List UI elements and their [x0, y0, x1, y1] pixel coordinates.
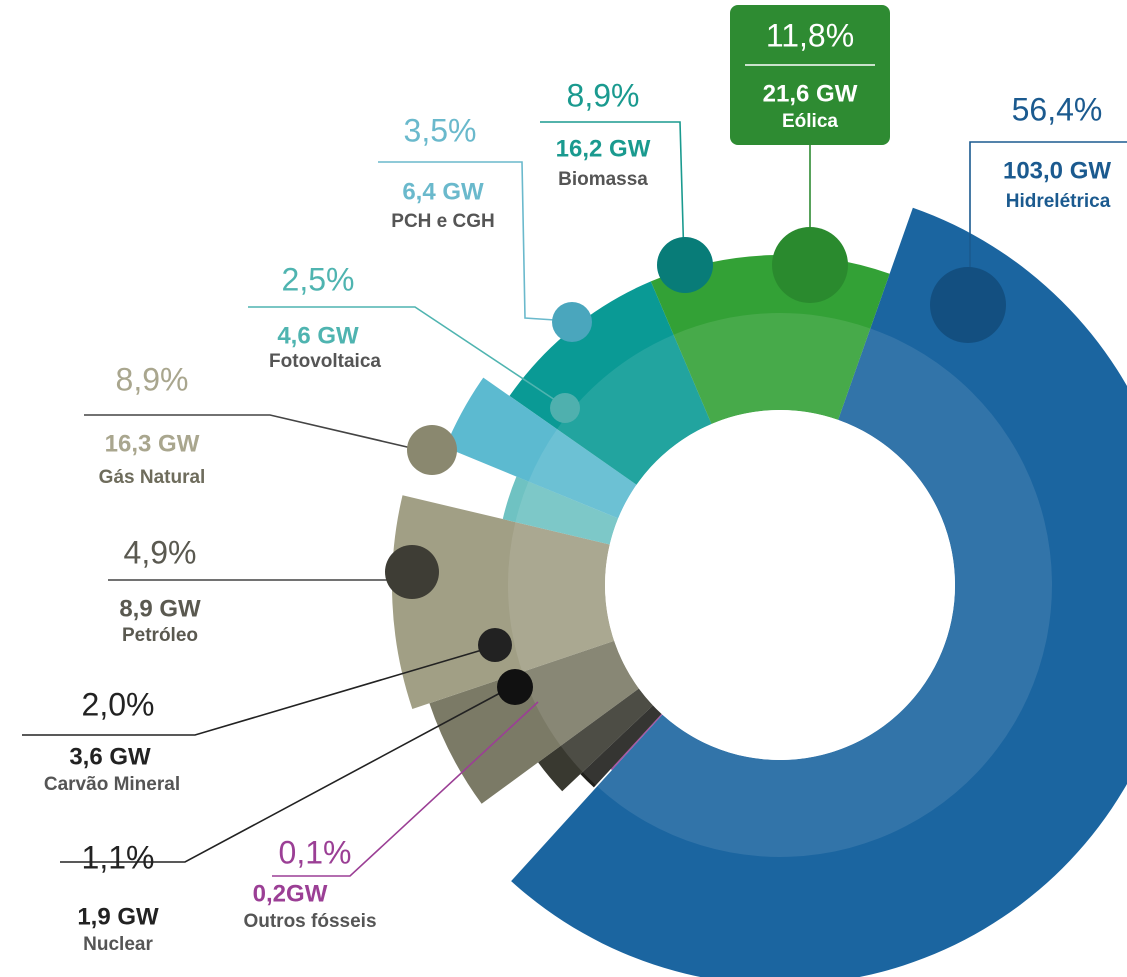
capacity-label: 21,6 GW: [763, 80, 858, 107]
leader: [969, 141, 1127, 300]
icon: [657, 237, 713, 293]
icon: [772, 227, 848, 303]
category-label: Nuclear: [83, 934, 153, 955]
category-label: PCH e CGH: [391, 211, 494, 232]
wedge: [429, 640, 639, 804]
percent-label: 11,8%: [766, 17, 854, 53]
leader: [60, 691, 503, 863]
icon: [497, 669, 533, 705]
wedge-inner-shade: [522, 640, 639, 746]
icon: [930, 267, 1006, 343]
leader: [22, 649, 483, 736]
category-label: Gás Natural: [99, 467, 206, 488]
capacity-label: 103,0 GW: [1003, 157, 1111, 184]
icon: [552, 302, 592, 342]
percent-label: 2,0%: [82, 686, 155, 722]
leaders: [22, 121, 1127, 877]
capacity-label: 4,6 GW: [277, 322, 359, 349]
wedge: [538, 688, 653, 792]
capacity-label: 16,3 GW: [105, 430, 200, 457]
wedge: [580, 705, 662, 788]
percent-label: 4,9%: [124, 534, 197, 570]
labels: 56,4% 103,0 GW Hidrelétrica 0,1% 0,2GW O…: [44, 17, 1111, 955]
category-label: Fotovoltaica: [269, 351, 381, 372]
wedge: [445, 377, 637, 519]
wedge-inner-shade: [597, 328, 1052, 857]
wedge: [509, 281, 712, 485]
leader: [248, 306, 556, 401]
icon: [478, 628, 512, 662]
capacity-label: 6,4 GW: [402, 178, 484, 205]
wedge-inner-shade: [528, 429, 637, 519]
percent-label: 3,5%: [404, 112, 477, 148]
category-label: Eólica: [782, 111, 838, 132]
icons: [385, 227, 1006, 705]
capacity-label: 8,9 GW: [119, 595, 201, 622]
wedge-inner-shade: [515, 481, 619, 545]
capacity-label: 16,2 GW: [556, 135, 651, 162]
percent-label: 8,9%: [116, 361, 189, 397]
wedge-inner-shade: [673, 313, 871, 424]
wedge-inner-shade: [560, 688, 653, 773]
label-box: [730, 5, 890, 145]
category-label: Petróleo: [122, 625, 198, 646]
icon: [407, 425, 457, 475]
leader: [540, 121, 685, 263]
category-label: Carvão Mineral: [44, 774, 180, 795]
category-label: Outros fósseis: [243, 911, 376, 932]
donut-hole: [605, 410, 955, 760]
percent-label: 56,4%: [1012, 91, 1103, 127]
percent-label: 1,1%: [82, 839, 155, 875]
leader: [272, 701, 539, 877]
percent-label: 0,1%: [279, 834, 352, 870]
wedges: [392, 207, 1127, 977]
leader: [84, 414, 421, 451]
wedge: [610, 713, 663, 771]
percent-label: 8,9%: [567, 77, 640, 113]
wedge: [392, 495, 615, 709]
capacity-label: 3,6 GW: [69, 743, 151, 770]
wedge-inner-shade: [557, 334, 712, 485]
wedge: [511, 207, 1127, 977]
icon: [385, 545, 439, 599]
wedge-inner-shade: [582, 705, 662, 786]
wedge: [502, 476, 619, 545]
category-label: Hidrelétrica: [1006, 191, 1111, 212]
category-label: Biomassa: [558, 169, 648, 190]
capacity-label: 0,2GW: [253, 880, 328, 907]
leader: [378, 161, 556, 321]
icon: [550, 393, 580, 423]
capacity-label: 1,9 GW: [77, 903, 159, 930]
percent-label: 2,5%: [282, 261, 355, 297]
wedge-inner-shade: [610, 713, 663, 771]
wedge-inner-shade: [508, 522, 615, 672]
